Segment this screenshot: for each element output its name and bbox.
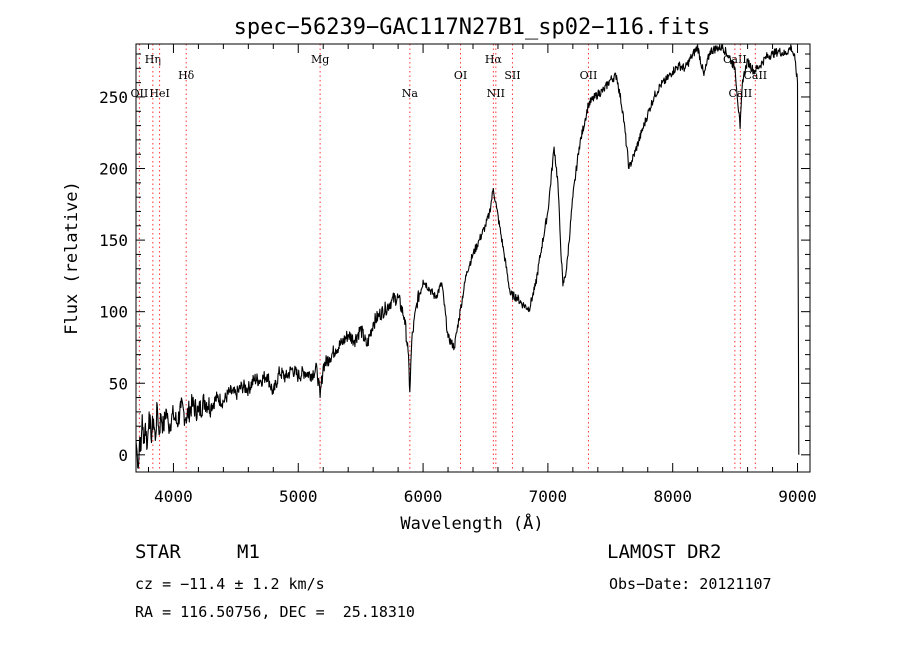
y-tick-label: 200 — [99, 160, 128, 179]
object-class: STAR — [135, 541, 181, 563]
y-tick-label: 150 — [99, 231, 128, 250]
spectral-line-label: OI — [454, 69, 467, 82]
y-axis-label: Flux (relative) — [62, 181, 82, 335]
spectral-line-label: CaII — [743, 69, 767, 82]
x-tick-label: 8000 — [653, 487, 692, 506]
spectrum-line — [135, 44, 800, 469]
y-tick-label: 0 — [118, 446, 128, 465]
object-subclass: M1 — [237, 541, 260, 563]
spectral-line-label: SII — [504, 69, 520, 82]
redshift-value: cz = −11.4 ± 1.2 km/s — [135, 575, 325, 593]
x-tick-label: 4000 — [154, 487, 193, 506]
spectral-line-label: Na — [402, 87, 419, 100]
spectral-line-label: HeI — [149, 87, 169, 100]
x-tick-label: 6000 — [404, 487, 443, 506]
spectral-line-label: Hη — [145, 53, 161, 66]
x-tick-label: 9000 — [778, 487, 817, 506]
chart-title: spec−56239−GAC117N27B1_sp02−116.fits — [234, 15, 711, 40]
spectral-line-label: OII — [131, 87, 149, 100]
y-tick-label: 100 — [99, 303, 128, 322]
x-axis-label: Wavelength (Å) — [400, 512, 543, 534]
spectral-line-label: NII — [487, 87, 505, 100]
x-tick-label: 5000 — [279, 487, 318, 506]
y-tick-label: 50 — [109, 374, 128, 393]
spectrum-series — [135, 44, 800, 469]
spectral-line-label: CaII — [729, 87, 753, 100]
spectral-line-label: Hδ — [178, 69, 195, 82]
plot-frame — [135, 43, 811, 473]
survey-name: LAMOST DR2 — [607, 541, 722, 563]
observation-date: Obs−Date: 20121107 — [609, 575, 772, 593]
coordinates: RA = 116.50756, DEC = 25.18310 — [135, 603, 415, 621]
spectral-line-label: Hα — [485, 53, 503, 66]
spectral-line-label: Mg — [311, 53, 329, 66]
spectral-line-label: OII — [580, 69, 598, 82]
y-tick-label: 250 — [99, 88, 128, 107]
x-axis: 4000 5000 6000 7000 8000 9000 — [147, 44, 817, 506]
y-axis: 0 50 100 150 200 250 — [99, 53, 810, 465]
x-tick-label: 7000 — [529, 487, 568, 506]
